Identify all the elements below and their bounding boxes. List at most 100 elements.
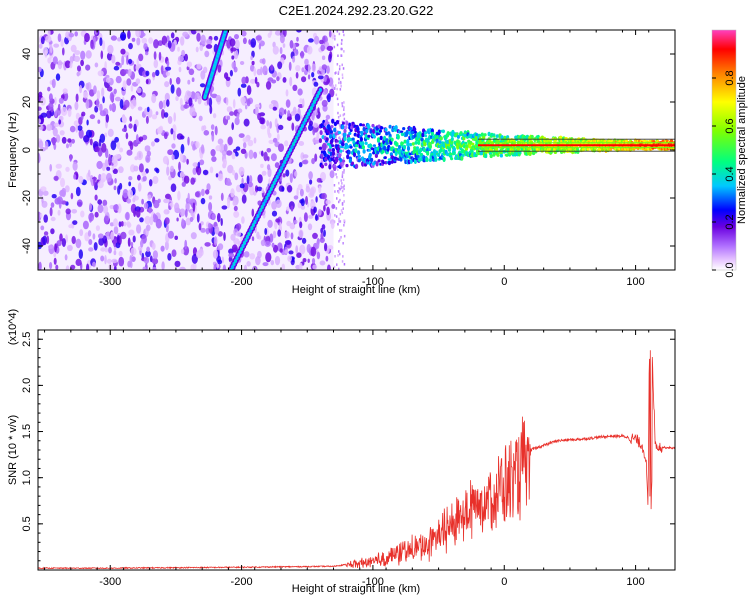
noise-cell: [233, 205, 238, 212]
noise-cell: [297, 184, 303, 191]
noise-cell: [85, 64, 91, 71]
noise-cell: [311, 158, 315, 165]
noise-cell: [316, 251, 321, 260]
noise-cell: [281, 186, 285, 192]
signal-cell: [361, 145, 365, 150]
signal-cell: [330, 125, 334, 129]
noise-cell: [115, 61, 121, 66]
noise-fringe-cell: [336, 97, 339, 101]
noise-fringe-cell: [338, 217, 340, 221]
noise-fringe-cell: [335, 153, 337, 156]
noise-cell: [127, 189, 134, 198]
signal-cell: [342, 159, 346, 163]
noise-cell: [190, 264, 195, 270]
noise-cell: [206, 44, 213, 49]
noise-cell: [241, 76, 247, 85]
signal-cell: [343, 132, 347, 137]
noise-cell: [167, 253, 172, 261]
noise-cell: [318, 185, 322, 194]
noise-cell: [256, 81, 260, 88]
noise-fringe-cell: [336, 197, 338, 200]
noise-cell: [243, 251, 250, 258]
noise-cell: [152, 213, 157, 220]
noise-cell: [59, 130, 65, 136]
noise-cell: [125, 211, 130, 221]
noise-cell: [241, 30, 247, 37]
noise-cell: [272, 45, 279, 55]
x-tick-label: -300: [99, 276, 121, 288]
noise-cell: [54, 243, 57, 253]
noise-fringe-cell: [339, 159, 341, 163]
noise-cell: [53, 257, 57, 265]
noise-cell: [267, 219, 273, 228]
noise-cell: [253, 151, 258, 159]
noise-cell: [113, 185, 117, 191]
noise-fringe-cell: [339, 114, 342, 117]
signal-cell: [437, 153, 441, 157]
noise-cell: [261, 188, 264, 194]
noise-cell: [256, 186, 263, 192]
noise-cell: [86, 119, 89, 126]
noise-cell: [170, 128, 174, 135]
noise-cell: [188, 97, 193, 107]
noise-fringe-cell: [338, 220, 340, 223]
noise-cell: [174, 202, 180, 213]
noise-fringe-cell: [343, 187, 345, 191]
streak-cell: [247, 232, 251, 236]
spectrogram-heatmap: [38, 30, 675, 270]
streak-cell: [265, 196, 269, 200]
signal-cell: [414, 141, 418, 145]
streak-cell: [309, 106, 314, 110]
noise-cell: [163, 132, 168, 140]
noise-cell: [135, 30, 141, 38]
noise-cell: [251, 236, 255, 241]
noise-fringe-cell: [337, 54, 339, 57]
noise-cell: [308, 171, 313, 180]
noise-cell: [111, 102, 116, 113]
noise-cell: [181, 49, 186, 57]
noise-cell: [49, 164, 52, 172]
signal-cell: [439, 136, 443, 141]
noise-cell: [306, 45, 313, 55]
noise-cell: [294, 171, 298, 177]
signal-cell: [411, 131, 415, 135]
noise-cell: [164, 217, 170, 225]
noise-cell: [190, 208, 193, 216]
noise-cell: [38, 118, 42, 124]
noise-cell: [48, 93, 53, 102]
noise-cell: [188, 68, 195, 76]
noise-cell: [233, 66, 238, 73]
noise-cell: [161, 109, 165, 119]
noise-cell: [185, 217, 191, 226]
noise-cell: [227, 198, 230, 209]
noise-cell: [70, 44, 77, 53]
noise-fringe-cell: [340, 179, 342, 182]
signal-cell: [542, 136, 547, 141]
noise-cell: [182, 245, 190, 256]
noise-cell: [256, 231, 260, 240]
figure-title: C2E1.2024.292.23.20.G22: [279, 3, 434, 18]
noise-cell: [69, 125, 76, 133]
noise-cell: [148, 179, 153, 187]
noise-cell: [313, 81, 319, 87]
noise-cell: [313, 35, 320, 45]
noise-cell: [298, 262, 303, 270]
noise-cell: [102, 205, 109, 214]
noise-cell: [106, 166, 111, 171]
signal-cell: [581, 148, 586, 152]
signal-cell: [447, 143, 451, 147]
signal-cell: [586, 148, 590, 151]
noise-cell: [59, 233, 63, 242]
noise-fringe-cell: [335, 135, 337, 139]
noise-cell: [135, 64, 140, 71]
streak-cell: [302, 121, 306, 125]
noise-fringe-cell: [335, 84, 337, 87]
noise-cell: [151, 93, 157, 104]
noise-fringe-cell: [338, 200, 340, 204]
noise-fringe-cell: [343, 50, 345, 53]
noise-cell: [136, 224, 142, 234]
noise-cell: [282, 43, 286, 48]
noise-cell: [78, 249, 84, 260]
noise-fringe-cell: [340, 42, 343, 45]
noise-fringe-cell: [337, 72, 340, 75]
